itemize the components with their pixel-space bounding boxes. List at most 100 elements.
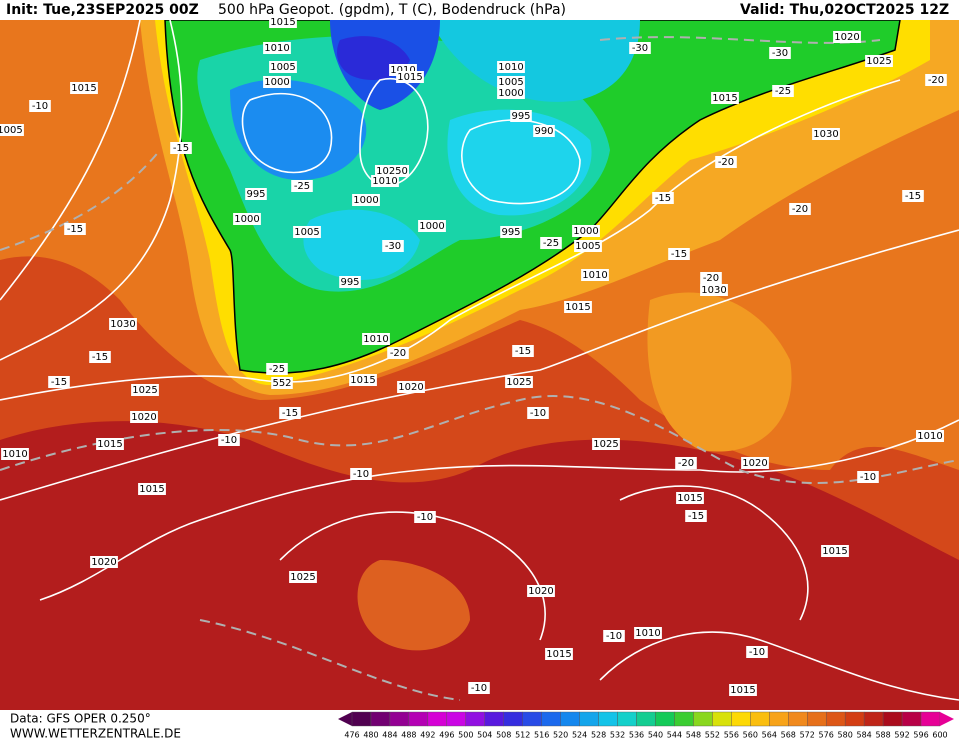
legend-label: 560: [743, 731, 758, 740]
contour-label: -30: [385, 241, 401, 252]
contour-label: -25: [775, 86, 791, 97]
contour-label-box: [1, 448, 29, 460]
contour-label-box: [629, 42, 651, 54]
header-bar: [0, 0, 959, 20]
legend-cell: [788, 711, 808, 727]
contour-label: 1005: [294, 227, 319, 238]
contour-labels: 1015101010051000101010151010100510009959…: [0, 16, 947, 696]
contour-label-box: [90, 556, 118, 568]
contour-label-box: [371, 175, 399, 187]
field-light-orange: [647, 292, 792, 452]
legend-cell: [427, 711, 448, 727]
legend-cell: [446, 711, 467, 727]
legend-label: 556: [724, 731, 739, 740]
legend-label: 488: [401, 731, 416, 740]
legend-label: 564: [762, 731, 777, 740]
contour-label: 1015: [71, 83, 96, 94]
legend-label: 544: [667, 731, 682, 740]
contour-label-box: [339, 276, 361, 288]
legend-label: 496: [439, 731, 454, 740]
legend-cell: [484, 711, 504, 727]
legend-label: 572: [800, 731, 815, 740]
contour-label: -15: [905, 191, 921, 202]
contour-label: 1030: [701, 285, 726, 296]
contour-label-box: [510, 110, 532, 122]
field-orange-red: [357, 560, 470, 651]
contour-label: -30: [772, 48, 788, 59]
contour-label: 1025: [506, 377, 531, 388]
legend-label: 600: [932, 731, 947, 740]
legend-label: 512: [515, 731, 530, 740]
contour-label-box: [865, 55, 893, 67]
contour-label: 1030: [110, 319, 135, 330]
contour-label: 1015: [350, 375, 375, 386]
contour-label: 1000: [353, 195, 378, 206]
valid-time: Valid: Thu,02OCT2025 12Z: [740, 2, 949, 18]
legend-cell: [731, 711, 751, 727]
contour-label: -15: [173, 143, 189, 154]
contour-label-box: [375, 165, 409, 177]
contour-label: -15: [671, 249, 687, 260]
contour-label-box: [652, 192, 674, 204]
contour-label-box: [592, 438, 620, 450]
contour-label-box: [925, 74, 947, 86]
contour-label: 1020: [91, 557, 116, 568]
legend-cell: [541, 711, 561, 727]
contour-label: 1015: [139, 484, 164, 495]
contour-label: 552: [272, 378, 291, 389]
contour-label-box: [96, 438, 124, 450]
init-time: Init: Tue,23SEP2025 00Z: [6, 2, 199, 18]
contour-label: -15: [688, 511, 704, 522]
contour-label: -20: [678, 458, 694, 469]
contour-label-box: [387, 347, 409, 359]
contour-label-box: [676, 492, 704, 504]
legend-cell: [389, 711, 410, 727]
contour-label-box: [352, 194, 380, 206]
contour-label-box: [396, 71, 424, 83]
contour-label-box: [821, 545, 849, 557]
contour-label: 1005: [498, 77, 523, 88]
contour-label: -10: [749, 647, 765, 658]
contour-label-box: [668, 248, 690, 260]
contour-label-box: [89, 351, 111, 363]
contour-label-box: [233, 213, 261, 225]
legend-cell: [844, 711, 865, 727]
contour-label-box: [581, 269, 609, 281]
contour-label-box: [574, 240, 602, 252]
legend-cell: [503, 711, 523, 727]
contour-label: 1010: [390, 65, 415, 76]
contour-label: -25: [294, 181, 310, 192]
contour-label: 1005: [0, 125, 23, 136]
contour-label: 1015: [546, 649, 571, 660]
legend-label: 520: [553, 731, 568, 740]
contour-label-box: [540, 237, 562, 249]
contour-label: -15: [515, 346, 531, 357]
contour-label-box: [505, 376, 533, 388]
contour-label: 995: [501, 227, 520, 238]
contour-label-box: [218, 434, 240, 446]
contour-label-box: [497, 76, 525, 88]
contour-label-box: [293, 226, 321, 238]
contour-label: 1005: [575, 241, 600, 252]
contour-label-box: [414, 511, 436, 523]
legend-label: 568: [781, 731, 796, 740]
contour-label-box: [729, 684, 757, 696]
contour-label: 1015: [270, 17, 295, 28]
contour-label: -25: [543, 238, 559, 249]
contour-label: -15: [92, 352, 108, 363]
contour-label-box: [746, 646, 768, 658]
legend-label: 584: [856, 731, 871, 740]
contour-label: 1010: [2, 449, 27, 460]
contour-label-box: [64, 223, 86, 235]
legend-cell: [465, 711, 485, 727]
contour-label-box: [916, 430, 944, 442]
contour-label-box: [263, 76, 291, 88]
legend-label: 476: [344, 731, 359, 740]
contour-label-box: [245, 188, 267, 200]
contour-label: -10: [860, 472, 876, 483]
legend-cell: [882, 711, 903, 727]
contour-label: 1015: [730, 685, 755, 696]
contour-label-box: [564, 301, 592, 313]
legend-cell: [370, 711, 391, 727]
